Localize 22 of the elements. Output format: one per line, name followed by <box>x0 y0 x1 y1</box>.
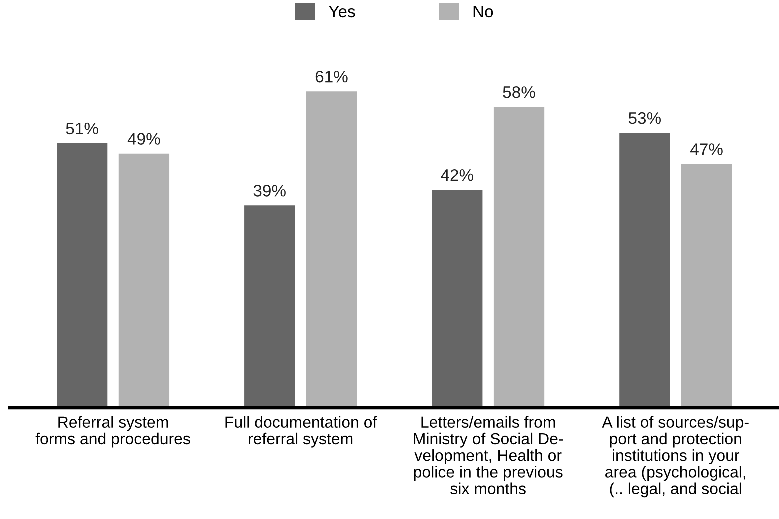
data-label: 39% <box>254 185 286 197</box>
bar <box>620 133 670 408</box>
data-label: 49% <box>128 133 160 145</box>
data-label: 58% <box>503 86 536 98</box>
x-tick-label: Referral system forms and procedures <box>36 416 190 448</box>
bar <box>244 206 296 408</box>
data-label: 61% <box>316 70 348 83</box>
bar <box>306 92 358 408</box>
x-tick-label: A list of sources/sup- port and protection institutions in your area (psychological, (.. legal, and social <box>602 416 749 498</box>
legend-label: Yes <box>329 6 356 18</box>
data-label: 53% <box>628 112 662 124</box>
legend-label: No <box>474 6 494 18</box>
bar <box>681 164 732 408</box>
x-tick-label: Letters/emails from Ministry of Social De- velopment, Health or police in the previous six months <box>414 416 564 494</box>
bar <box>118 154 170 408</box>
bar <box>57 143 108 408</box>
x-tick-label: Full documentation of referral system <box>226 416 378 448</box>
data-label: 47% <box>690 144 723 156</box>
data-label: 42% <box>441 169 474 182</box>
data-label: 51% <box>66 122 98 135</box>
bar <box>494 107 545 408</box>
bar <box>432 190 483 408</box>
